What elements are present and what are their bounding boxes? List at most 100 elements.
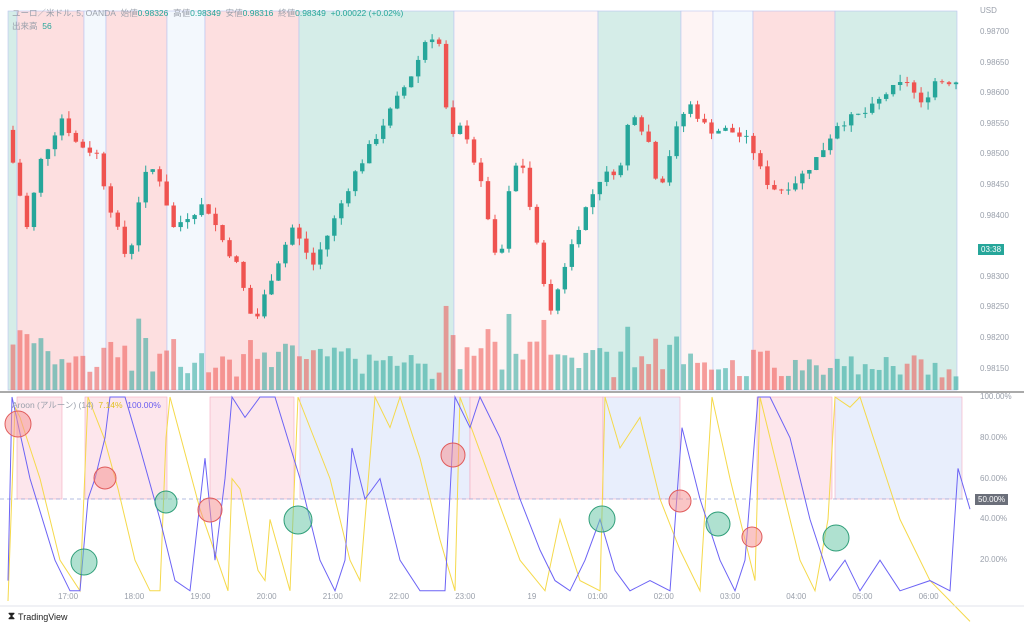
- candle: [457, 125, 463, 135]
- candle: [660, 178, 665, 183]
- candle: [339, 203, 344, 219]
- candle: [534, 206, 540, 243]
- candle: [360, 163, 365, 172]
- candle: [646, 131, 651, 142]
- volume-bar: [241, 354, 246, 390]
- volume-bar: [87, 371, 93, 390]
- candle: [136, 202, 141, 246]
- volume-bar: [771, 367, 777, 390]
- aroon-zone: [209, 396, 295, 500]
- volume-bar: [24, 334, 30, 390]
- volume-bar: [932, 362, 938, 390]
- volume-bar: [394, 365, 400, 390]
- candle: [800, 173, 805, 184]
- candle: [248, 287, 253, 314]
- candle: [471, 139, 477, 163]
- bearish-signal-marker: [197, 497, 223, 523]
- volume-bar: [716, 369, 721, 390]
- candle: [695, 104, 700, 119]
- bearish-signal-marker: [668, 489, 692, 513]
- signal-zone: [166, 10, 206, 391]
- candle: [485, 181, 491, 220]
- candle: [597, 181, 602, 195]
- candle: [59, 118, 65, 136]
- time-tick: 19:00: [190, 592, 211, 601]
- candle: [464, 125, 470, 140]
- aroon-legend: Aroon (アルーン) (14) 7.14% 100.00%: [12, 399, 161, 411]
- volume-legend: 出来高 56: [12, 21, 52, 31]
- volume-bar: [953, 376, 959, 390]
- tradingview-logo[interactable]: ⧗ TradingView: [8, 611, 68, 622]
- bullish-signal-marker: [588, 505, 616, 533]
- volume-bar: [380, 360, 386, 390]
- aroon-zone: [602, 396, 681, 500]
- candle: [436, 39, 442, 44]
- open-value: 0.98326: [137, 8, 169, 18]
- candle: [611, 171, 616, 176]
- volume-bar: [415, 363, 421, 390]
- volume-bar: [178, 366, 184, 390]
- volume-bar: [52, 364, 58, 390]
- volume-bar: [869, 369, 875, 390]
- candle: [618, 165, 623, 176]
- volume-bar: [583, 352, 589, 390]
- volume-bar: [555, 354, 561, 390]
- candle: [297, 227, 302, 239]
- candle: [828, 138, 833, 151]
- candle: [401, 87, 407, 96]
- volume-bar: [681, 364, 686, 390]
- midline-tag: 50.00%: [975, 494, 1009, 505]
- candle: [897, 82, 903, 85]
- volume-bar: [737, 376, 742, 390]
- candle: [541, 242, 547, 284]
- price-tick: 0.98200: [980, 333, 1009, 342]
- candle: [723, 127, 728, 131]
- volume-bar: [597, 348, 603, 390]
- volume-bar: [94, 366, 100, 390]
- volume-bar: [338, 351, 344, 390]
- candle: [548, 283, 554, 311]
- candle: [227, 240, 232, 257]
- candle: [890, 84, 896, 95]
- volume-bar: [464, 347, 470, 390]
- aroon-tick: 40.00%: [980, 514, 1008, 524]
- price-tick: 0.98650: [980, 57, 1009, 67]
- change-value: +0.00022 (+0.02%): [330, 8, 404, 18]
- candle: [709, 122, 714, 134]
- volume-bar: [359, 373, 365, 390]
- volume-bar: [765, 350, 770, 390]
- price-tick: 0.98450: [980, 180, 1009, 189]
- price-tick: 0.98400: [980, 210, 1009, 220]
- volume-bar: [674, 336, 680, 390]
- volume-bar: [688, 353, 693, 390]
- candle: [702, 118, 707, 123]
- volume-bar: [751, 349, 756, 390]
- volume-bar: [709, 369, 714, 390]
- time-tick: 21:00: [322, 592, 343, 601]
- low-value: 0.98316: [242, 8, 274, 18]
- volume-bar: [199, 353, 205, 390]
- candle: [576, 229, 582, 245]
- volume-bar: [730, 360, 735, 390]
- volume-bar: [331, 347, 337, 390]
- candle: [744, 135, 749, 137]
- volume-bar: [862, 364, 868, 390]
- signal-zone: [752, 10, 836, 391]
- candle: [492, 219, 498, 253]
- volume-bar: [450, 335, 456, 390]
- symbol-name: ユーロ／米ドル, 5, OANDA: [12, 8, 116, 18]
- candle: [842, 125, 847, 127]
- bullish-signal-marker: [154, 490, 178, 514]
- volume-bar: [702, 362, 707, 390]
- bullish-signal-marker: [70, 548, 98, 576]
- candle: [164, 181, 169, 206]
- bullish-signal-marker: [283, 505, 313, 535]
- time-tick: 01:00: [587, 592, 608, 601]
- aroon-zone: [469, 396, 604, 500]
- candle: [939, 81, 945, 83]
- volume-bar: [457, 369, 463, 390]
- candle: [394, 95, 400, 109]
- price-tick: 0.98500: [980, 149, 1009, 159]
